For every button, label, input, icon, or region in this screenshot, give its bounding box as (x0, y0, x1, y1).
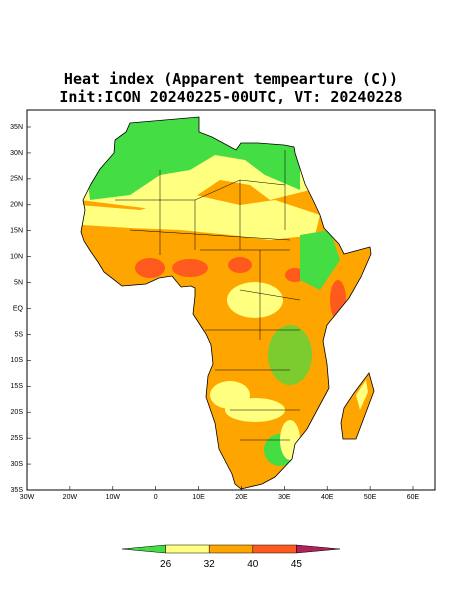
colorbar-label: 40 (247, 559, 259, 570)
lat-label: 30S (11, 461, 24, 468)
madagascar-detail (356, 380, 368, 410)
colorbar-label: 32 (204, 559, 216, 570)
lat-label: 10N (10, 253, 23, 260)
lon-label: 50E (364, 494, 377, 501)
colorbar-label: 45 (291, 559, 303, 570)
lat-label: 25N (10, 176, 23, 183)
lon-label: 40E (321, 494, 334, 501)
colorbar-label: 26 (160, 559, 172, 570)
title: Heat index (Apparent tempearture (C)) (64, 70, 398, 88)
lon-label: 10W (106, 494, 121, 501)
colorbar-segment (121, 544, 166, 554)
lon-label: 30W (20, 494, 35, 501)
lat-label: 35N (10, 124, 23, 131)
colorbar: 26 32 40 45 (121, 544, 341, 570)
lat-label: 30N (10, 150, 23, 157)
lon-label: 20E (235, 494, 248, 501)
colorbar-segment (165, 544, 210, 554)
lat-label: 15N (10, 228, 23, 235)
lat-label: 25S (11, 435, 24, 442)
map: 35N 30N 25N 20N 15N 10N 5N EQ 5S 10S 15S 20S 25S 30S 3… (10, 109, 436, 501)
lon-label: 10E (192, 494, 205, 501)
subtitle: Init:ICON 20240225-00UTC, VT: 20240228 (59, 88, 402, 106)
borders (115, 150, 301, 441)
lat-label: EQ (13, 305, 24, 312)
lat-label: 35S (11, 487, 24, 494)
colorbar-segment (252, 544, 297, 554)
colorbar-segment (296, 544, 341, 554)
lon-label: 60E (407, 494, 420, 501)
lat-label: 20N (10, 202, 23, 209)
lat-label: 20S (11, 409, 24, 416)
lat-label: 10S (11, 357, 24, 364)
lon-label: 20W (63, 494, 78, 501)
lat-label: 15S (11, 383, 24, 390)
lat-label: 5S (14, 331, 23, 338)
lon-label: 30E (278, 494, 291, 501)
lon-label: 0 (154, 494, 158, 501)
lat-label: 5N (14, 279, 23, 286)
colorbar-segment (208, 544, 254, 554)
